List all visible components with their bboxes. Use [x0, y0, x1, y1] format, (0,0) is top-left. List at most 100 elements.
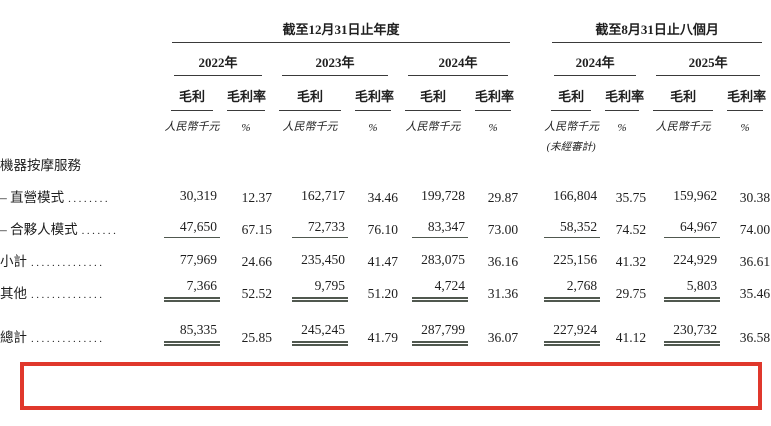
gp-value: 162,717	[301, 188, 345, 203]
unit-rmb-thousand: 人民幣千元	[164, 121, 220, 133]
margin-value: 35.46	[739, 286, 771, 301]
row-direct-model: – 直營模式........ 30,319 12.37 162,717 34.4…	[0, 174, 770, 206]
margin-value: 67.15	[241, 222, 272, 237]
gross-profit-table: 截至12月31日止年度 截至8月31日止八個月 2022年 2023年 2024…	[0, 13, 770, 346]
gp-value: 166,804	[553, 188, 598, 203]
gp-value: 235,450	[301, 252, 345, 267]
col-year-2025-8m: 2025年	[646, 43, 770, 76]
margin-value: 36.16	[487, 254, 519, 269]
gp-value: 58,352	[544, 206, 601, 238]
group-header-row: 截至12月31日止年度 截至8月31日止八個月	[0, 13, 770, 43]
margin-value: 41.32	[615, 254, 647, 269]
gp-value: 7,366	[164, 270, 220, 302]
dot-leader: .......	[81, 225, 119, 237]
gp-value: 4,724	[398, 270, 468, 302]
margin-value: 36.61	[739, 254, 771, 269]
row-total: 總計.............. 85,335 25.85 245,245 41…	[0, 302, 770, 346]
group-annual-label: 截至12月31日止年度	[172, 13, 511, 43]
col-gross-margin: 毛利率	[598, 76, 646, 111]
gp-value: 64,967	[646, 206, 721, 238]
gp-value: 2,768	[544, 270, 601, 302]
highlight-box	[20, 362, 762, 410]
margin-value: 35.75	[615, 190, 647, 205]
gp-value: 199,728	[421, 188, 465, 203]
col-gross-profit: 毛利	[272, 76, 348, 111]
section-machine-massage: 機器按摩服務	[0, 158, 81, 173]
gp-value: 30,319	[179, 188, 217, 203]
margin-value: 31.36	[487, 286, 519, 301]
gp-value: 47,650	[164, 206, 220, 238]
margin-value: 30.38	[739, 190, 771, 205]
unit-row: 人民幣千元 % 人民幣千元 % 人民幣千元 % 人民幣千元 % 人民幣千元 %	[0, 111, 770, 134]
margin-value: 76.10	[367, 222, 398, 237]
row-label: – 合夥人模式	[0, 222, 78, 237]
col-year-2024-8m: 2024年	[544, 43, 646, 76]
margin-value: 36.07	[487, 330, 519, 345]
gp-value: 72,733	[272, 206, 348, 238]
gp-value: 224,929	[673, 252, 718, 267]
margin-value: 52.52	[241, 286, 272, 301]
sub-header-row: 毛利 毛利率 毛利 毛利率 毛利 毛利率 毛利 毛利率 毛利 毛利率	[0, 76, 770, 111]
gp-value: 245,245	[272, 302, 348, 346]
group-eight-months-label: 截至8月31日止八個月	[552, 13, 763, 43]
margin-value: 41.79	[367, 330, 398, 345]
col-gross-margin: 毛利率	[220, 76, 272, 111]
row-partner-model: – 合夥人模式....... 47,650 67.15 72,733 76.10…	[0, 206, 770, 238]
margin-value: 29.87	[487, 190, 519, 205]
margin-value: 74.52	[615, 222, 647, 237]
margin-value: 24.66	[241, 254, 272, 269]
unit-percent: %	[488, 122, 498, 134]
col-gross-profit: 毛利	[646, 76, 720, 111]
unit-percent: %	[241, 122, 251, 134]
row-subtotal: 小計.............. 77,969 24.66 235,450 41…	[0, 238, 770, 270]
gp-value: 9,795	[272, 270, 348, 302]
dot-leader: ..............	[31, 257, 105, 269]
margin-value: 34.46	[367, 190, 398, 205]
margin-value: 41.47	[367, 254, 398, 269]
row-label: – 直營模式	[0, 190, 65, 205]
gp-value: 159,962	[673, 188, 718, 203]
row-label: 總計	[0, 330, 27, 345]
margin-value: 12.37	[241, 190, 272, 205]
unit-percent: %	[368, 122, 378, 134]
dot-leader: ..............	[31, 289, 105, 301]
label-col-spacer	[0, 13, 164, 43]
col-gross-profit: 毛利	[544, 76, 598, 111]
gp-value: 230,732	[646, 302, 721, 346]
unit-rmb-thousand: 人民幣千元	[544, 121, 600, 133]
gp-value: 227,924	[544, 302, 601, 346]
gp-value: 225,156	[553, 252, 598, 267]
margin-value: 74.00	[739, 222, 771, 237]
unit-rmb-thousand: 人民幣千元	[282, 121, 338, 133]
unit-rmb-thousand: 人民幣千元	[655, 121, 711, 133]
dot-leader: ........	[68, 193, 111, 205]
gp-value: 85,335	[164, 302, 220, 346]
year-header-row: 2022年 2023年 2024年 2024年 2025年	[0, 43, 770, 76]
unaudited-note: (未經審計)	[546, 142, 596, 153]
col-gross-margin: 毛利率	[720, 76, 770, 111]
col-gross-margin: 毛利率	[468, 76, 518, 111]
gp-value: 5,803	[646, 270, 721, 302]
unit-percent: %	[740, 122, 750, 134]
margin-value: 73.00	[487, 222, 519, 237]
margin-value: 41.12	[615, 330, 647, 345]
row-label: 其他	[0, 286, 27, 301]
section-row: 機器按摩服務	[0, 154, 770, 174]
col-gross-profit: 毛利	[164, 76, 220, 111]
gp-value: 77,969	[179, 252, 217, 267]
col-year-2022: 2022年	[164, 43, 272, 76]
margin-value: 25.85	[241, 330, 272, 345]
col-year-2024: 2024年	[398, 43, 518, 76]
gp-value: 287,799	[398, 302, 468, 346]
col-group-eight-months: 截至8月31日止八個月	[544, 13, 770, 43]
margin-value: 51.20	[367, 286, 398, 301]
col-gross-profit: 毛利	[398, 76, 468, 111]
gp-value: 83,347	[398, 206, 468, 238]
note-row: (未經審計)	[0, 134, 770, 154]
unit-rmb-thousand: 人民幣千元	[405, 121, 461, 133]
col-year-2023: 2023年	[272, 43, 398, 76]
dot-leader: ..............	[31, 333, 105, 345]
unit-percent: %	[617, 122, 627, 134]
col-group-annual: 截至12月31日止年度	[164, 13, 518, 43]
